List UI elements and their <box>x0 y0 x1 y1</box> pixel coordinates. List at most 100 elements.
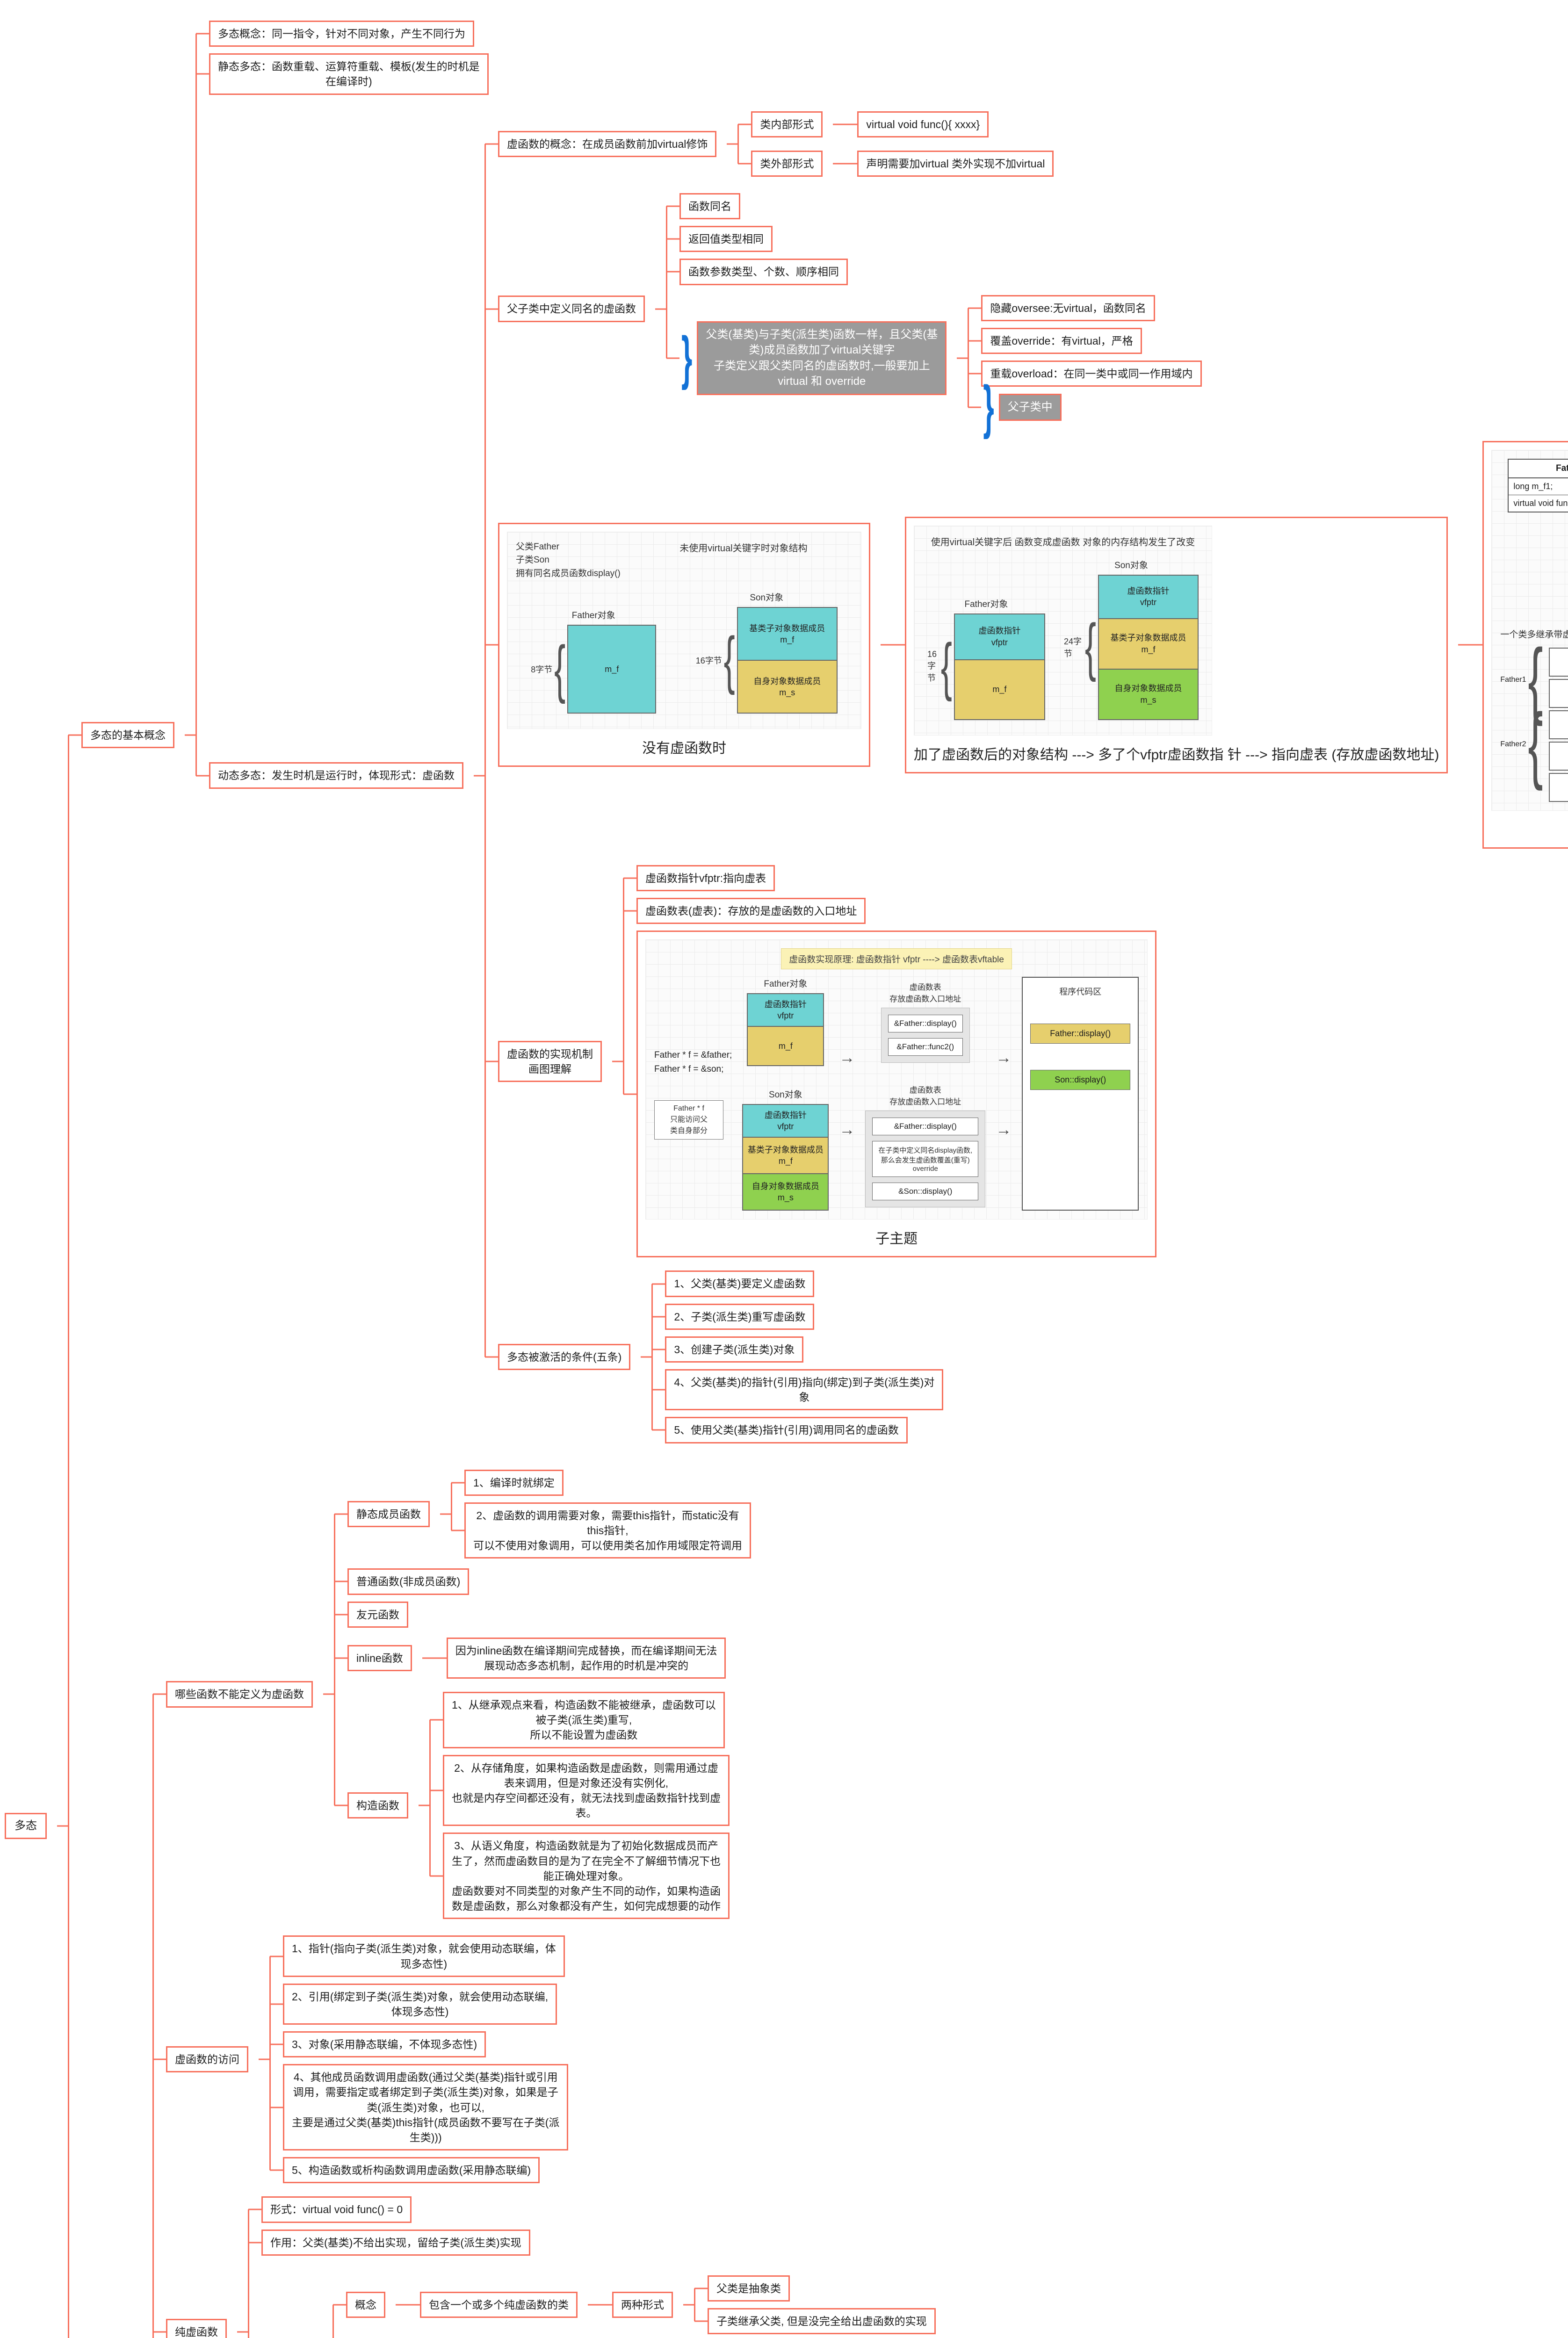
branch: 虚函数实现原理: 虚函数指针 vfptr ----> 虚函数表vftable Fa… <box>636 931 1157 1258</box>
vtable-group: 虚函数表 存放虚函数入口地址 &Father::display() 在子类中定义同名… <box>865 1083 986 1207</box>
memory-stack: 虚函数指针 vfptr 基类子对象数据成员 m_f 自身对象数据成员 m_s <box>742 1104 829 1211</box>
class-member: virtual void func1() <box>1513 498 1568 508</box>
mindmap-node[interactable]: 哪些函数不能定义为虚函数 <box>166 1681 313 1708</box>
mindmap-node[interactable]: 两种形式 <box>612 2291 673 2318</box>
mindmap-node[interactable]: 4、父类(基类)的指针(引用)指向(绑定)到子类(派生类)对 象 <box>665 1369 944 1411</box>
mindmap-node[interactable]: 父类(基类)与子类(派生类)函数一样，且父类(基 类)成员函数加了virtual… <box>697 321 947 395</box>
mindmap-node[interactable]: 声明需要加virtual 类外实现不加virtual <box>857 150 1054 177</box>
memory-group-label: Father1{ <box>1500 637 1545 722</box>
branch: 5、构造函数或析构函数调用虚函数(采用静态联编) <box>283 2157 540 2184</box>
child-slot: Father1long m_f1;virtual void func1()Fat… <box>1469 438 1568 852</box>
mindmap-node[interactable]: 类外部形式 <box>751 150 823 177</box>
mindmap-node[interactable]: 2、从存储角度，如果构造函数是虚函数，则需用通过虚 表来调用，但是对象还没有实例… <box>443 1754 730 1826</box>
object-stack-title: Father对象 <box>964 599 1008 609</box>
class-name: Father1 <box>1509 460 1568 479</box>
mindmap-node[interactable]: 3、对象(采用静态联编，不体现多态性) <box>283 2031 486 2058</box>
mindmap-node[interactable]: 虚函数的访问 <box>166 2046 248 2073</box>
branch: 2、从存储角度，如果构造函数是虚函数，则需用通过虚 表来调用，但是对象还没有实例… <box>443 1754 730 1826</box>
mindmap-node[interactable]: 5、使用父类(基类)指针(引用)调用同名的虚函数 <box>665 1417 908 1443</box>
object-stack: Son对象 16字节{基类子对象数据成员 m_f 自身对象数据成员 m_s <box>696 591 838 714</box>
mindmap-node[interactable]: 虚函数的概念：在成员函数前加virtual修饰 <box>498 130 717 157</box>
mindmap-node[interactable]: 1、指针(指向子类(派生类)对象，就会使用动态联编，体 现多态性) <box>283 1935 565 1977</box>
mindmap-node[interactable]: 形式：virtual void func() = 0 <box>261 2196 412 2223</box>
mindmap-node[interactable]: 3、创建子类(派生类)对象 <box>665 1336 804 1363</box>
mindmap-node[interactable]: 1、从继承观点来看，构造函数不能被继承，虚函数可以 被子类(派生类)重写, 所以… <box>443 1692 725 1748</box>
mindmap-node[interactable]: 重载overload：在同一类中或同一作用域内 <box>981 360 1202 387</box>
brace-icon: { <box>1084 612 1096 683</box>
diagram-node-withvirtual[interactable]: 使用virtual关键字后 函数变成虚函数 对象的内存结构发生了改变 Father… <box>905 516 1448 773</box>
mindmap-node[interactable]: inline函数 <box>347 1645 412 1671</box>
memory-cell: 虚函数指针 vfptr <box>742 1104 829 1138</box>
mindmap-node[interactable]: 2、引用(绑定到子类(派生类)对象，就会使用动态联编, 体现多态性) <box>283 1983 557 2025</box>
mindmap-node[interactable]: 2、子类(派生类)重写虚函数 <box>665 1303 815 1330</box>
mindmap-node[interactable]: 普通函数(非成员函数) <box>347 1568 470 1595</box>
brace-icon: { <box>940 631 952 702</box>
mindmap-node[interactable]: 包含一个或多个纯虚函数的类 <box>420 2291 578 2318</box>
mindmap-node[interactable]: 函数参数类型、个数、顺序相同 <box>679 259 848 285</box>
mindmap-node[interactable]: 父子类中定义同名的虚函数 <box>498 296 645 322</box>
memory-cell: m_f1 <box>1548 679 1568 708</box>
branch: 多态概念：同一指令，针对不同对象，产生不同行为 <box>209 21 474 47</box>
mindmap-node[interactable]: virtual void func(){ xxxx} <box>857 111 989 137</box>
mindmap-node[interactable]: 虚函数指针vfptr:指向虚表 <box>636 865 775 892</box>
diagram-node-impl[interactable]: 虚函数实现原理: 虚函数指针 vfptr ----> 虚函数表vftable Fa… <box>636 931 1157 1258</box>
mindmap-node[interactable]: 静态多态：函数重载、运算符重载、模板(发生的时机是 在编译时) <box>209 53 489 95</box>
class-box: Father1long m_f1;virtual void func1() <box>1508 459 1568 513</box>
brace-icon: { <box>723 625 735 696</box>
mindmap-node[interactable]: 友元函数 <box>347 1601 408 1628</box>
mindmap-node[interactable]: 子类继承父类, 但是没完全给出虚函数的实现 <box>708 2308 936 2335</box>
mindmap-node[interactable]: 父类是抽象类 <box>708 2275 790 2302</box>
child-slot: 父类Father 子类Son 拥有同名成员函数display() 未使用virtu… <box>484 431 1568 859</box>
memory-stack: 虚函数指针 vfptr 基类子对象数据成员 m_f 自身对象数据成员 m_s <box>1098 574 1199 720</box>
mindmap-node[interactable]: 动态多态：发生时机是运行时，体现形式：虚函数 <box>209 762 463 789</box>
mindmap-node[interactable]: 5、构造函数或析构函数调用虚函数(采用静态联编) <box>283 2157 540 2184</box>
mindmap-node[interactable]: 3、从语义角度，构造函数就是为了初始化数据成员而产 生了，然而虚函数目的是为了在… <box>443 1833 730 1919</box>
branch: 2、子类(派生类)重写虚函数 <box>665 1303 815 1330</box>
diagram-node-multi[interactable]: Father1long m_f1;virtual void func1()Fat… <box>1482 441 1568 849</box>
memory-cell: 自身对象数据成员 m_s <box>737 660 838 714</box>
mindmap-node[interactable]: 父子类中 <box>998 394 1062 421</box>
mindmap-node[interactable]: 静态成员函数 <box>347 1501 430 1528</box>
class-member: long m_f1; <box>1509 478 1568 496</box>
mindmap-node[interactable]: 4、其他成员函数调用虚函数(通过父类(基类)指针或引用 调用，需要指定或者绑定到… <box>283 2064 569 2151</box>
child-slot: 形式：virtual void func() = 0 <box>247 2193 942 2226</box>
object-stack: Father对象 8字节{m_f <box>531 608 657 714</box>
mindmap-node[interactable]: 多态被激活的条件(五条) <box>498 1343 631 1371</box>
mindmap-node[interactable]: 返回值类型相同 <box>679 226 773 253</box>
mindmap-node[interactable]: 多态的基本概念 <box>81 722 174 749</box>
branch: 抽象类概念包含一个或多个纯虚函数的类两种形式父类是抽象类子类继承父类, 但是没完… <box>261 2262 942 2338</box>
mindmap-node[interactable]: 作用：父类(基类)不给出实现，留给子类(派生类)实现 <box>261 2229 530 2256</box>
mindmap-node[interactable]: 1、编译时就绑定 <box>464 1469 564 1496</box>
byte-size-label: 24字节 <box>1063 637 1082 659</box>
child-slot: 虚函数表(虚表)：存放的是虚函数的入口地址 <box>622 895 1156 928</box>
branch: 隐藏oversee:无virtual，函数同名 <box>981 295 1155 321</box>
mindmap-node[interactable]: 1、父类(基类)要定义虚函数 <box>665 1270 815 1297</box>
child-slot: 多态被激活的条件(五条) 1、父类(基类)要定义虚函数 2、子类(派生类)重写虚函数… <box>484 1264 1568 1450</box>
mindmap-node[interactable]: 虚函数的实现机制 画图理解 <box>498 1040 602 1082</box>
mindmap-node[interactable]: 隐藏oversee:无virtual，函数同名 <box>981 295 1155 321</box>
memory-cell: m_f2 <box>1548 742 1568 771</box>
mindmap-node[interactable]: 多态概念：同一指令，针对不同对象，产生不同行为 <box>209 21 474 47</box>
mindmap-node[interactable]: 因为inline函数在编译期间完成替换，而在编译期间无法 展现动态多态机制，起作… <box>446 1637 726 1679</box>
mindmap-node[interactable]: 类内部形式 <box>751 111 823 137</box>
child-slot: 4、父类(基类)的指针(引用)指向(绑定)到子类(派生类)对 象 <box>651 1366 944 1414</box>
child-slot: 作用：父类(基类)不给出实现，留给子类(派生类)实现 <box>247 2226 942 2259</box>
mindmap-node[interactable]: 构造函数 <box>347 1792 408 1819</box>
memory-cell: 虚函数指针 vfptr <box>747 993 824 1027</box>
mindmap-node[interactable]: 函数同名 <box>679 193 740 220</box>
mindmap-node[interactable]: 概念 <box>346 2291 385 2318</box>
mindmap-root[interactable]: 多态 <box>5 1813 47 1839</box>
branch: 子类继承父类, 但是没完全给出虚函数的实现 <box>708 2308 936 2335</box>
mindmap-node[interactable]: 2、虚函数的调用需要对象，需要this指针，而static没有 this指针, … <box>464 1502 751 1559</box>
object-stack-title: Son对象 <box>750 593 784 603</box>
child-slot: 包含一个或多个纯虚函数的类 两种形式 父类是抽象类子类继承父类, 但是没完全给出虚函… <box>407 2266 936 2338</box>
diagram-node-novirtual[interactable]: 父类Father 子类Son 拥有同名成员函数display() 未使用virtu… <box>498 522 870 767</box>
mindmap-node[interactable]: 虚函数表(虚表)：存放的是虚函数的入口地址 <box>636 898 866 924</box>
memory-cell: 虚函数指针 vfptr <box>954 613 1045 660</box>
branch: 静态多态：函数重载、运算符重载、模板(发生的时机是 在编译时) <box>209 53 489 95</box>
vtable-entry: &Father::display() <box>872 1117 979 1135</box>
mindmap-node[interactable]: 纯虚函数 <box>166 2319 227 2338</box>
child-slot: 静态成员函数 1、编译时就绑定 2、虚函数的调用需要对象，需要this指针，而sta… <box>334 1463 751 1566</box>
mindmap-node[interactable]: 覆盖override：有virtual，严格 <box>981 327 1142 354</box>
child-slot: 3、对象(采用静态联编，不体现多态性) <box>269 2028 568 2061</box>
